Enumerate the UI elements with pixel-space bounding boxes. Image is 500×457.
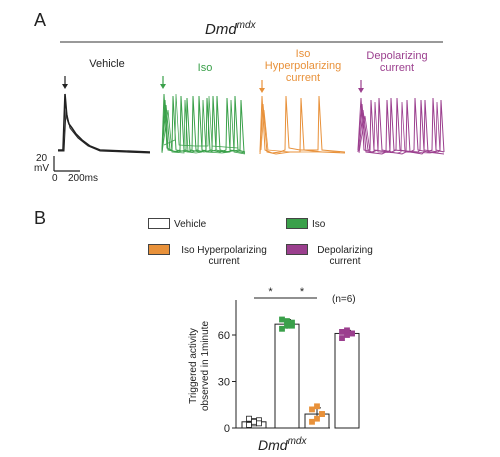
traces-title: Dmdmdx	[205, 20, 256, 38]
y-axis-label: Triggered activityobserved in 1minute	[188, 321, 211, 411]
y-tick-label: 0	[224, 423, 230, 435]
bar	[334, 332, 360, 429]
trace-iso	[161, 93, 246, 155]
bar	[274, 323, 300, 429]
legend-swatch-depolarizing	[286, 244, 308, 255]
data-point	[256, 420, 262, 427]
trace-label-depolarizing: Depolarizing current	[366, 50, 428, 74]
data-point	[284, 318, 290, 324]
trace-depolarizing	[357, 97, 445, 155]
bar-chart: 0 30 60 Triggered activityobserved in 1minu…	[188, 286, 360, 453]
data-point	[284, 322, 290, 329]
legend-swatch-hyperpolarizing	[148, 244, 170, 255]
scale-x-zero: 0	[52, 173, 58, 184]
data-point	[279, 325, 285, 332]
scale-x-value: 200ms	[68, 173, 99, 184]
data-point	[279, 316, 285, 323]
data-point	[289, 322, 295, 329]
legend-label-depolarizing: Depolarizing current	[317, 245, 373, 267]
data-point	[309, 406, 315, 413]
legend-swatch-vehicle	[148, 218, 170, 229]
traces-title-sup: mdx	[236, 20, 256, 31]
trace-label-iso: Iso	[197, 62, 213, 74]
scale-y-value: 20	[36, 153, 48, 164]
panel-label-b: B	[34, 208, 47, 228]
trace-label-hyperpolarizing: Iso Hyperpolarizing current	[264, 48, 342, 84]
x-axis-label: Dmdmdx	[258, 436, 307, 453]
chart-layer: 0 30 60 Triggered activityobserved in 1minu…	[188, 286, 360, 453]
n-label: (n=6)	[332, 294, 356, 305]
y-tick-label: 60	[218, 330, 230, 342]
panel-label-a: A	[34, 10, 47, 30]
scale-y-unit: mV	[34, 163, 49, 174]
data-point	[246, 415, 252, 422]
data-point	[246, 421, 252, 428]
x-axis-label-sup: mdx	[288, 436, 308, 447]
stimulus-arrow-iso	[160, 76, 166, 89]
stimulus-arrow-vehicle	[62, 76, 68, 89]
trace-iso-hyperpolarizing	[259, 95, 346, 155]
data-point	[339, 335, 345, 341]
data-point	[314, 415, 320, 422]
sig-star-1: *	[268, 286, 273, 298]
data-point	[251, 418, 257, 425]
legend-label-iso: Iso	[312, 219, 326, 230]
trace-label-vehicle: Vehicle	[89, 58, 125, 70]
data-point	[344, 327, 350, 334]
scale-bar	[53, 156, 80, 172]
x-axis-label-main: Dmd	[258, 437, 289, 453]
data-point	[309, 418, 315, 425]
data-point	[344, 332, 350, 338]
y-tick-label: 30	[218, 377, 230, 389]
y-axis-label-line1: Triggered activity	[188, 328, 199, 404]
data-point	[349, 330, 355, 337]
traces-title-main: Dmd	[205, 21, 237, 38]
y-axis-label-line2: observed in 1minute	[200, 321, 211, 411]
trace-vehicle	[58, 93, 151, 154]
data-point	[339, 329, 345, 335]
legend-label-vehicle: Vehicle	[174, 219, 207, 230]
sig-star-2: *	[300, 286, 305, 298]
stimulus-arrow-hyperpolarizing	[259, 80, 265, 93]
data-point	[319, 411, 325, 417]
traces-figure	[53, 41, 445, 172]
data-point	[314, 403, 320, 410]
stimulus-arrow-depolarizing	[358, 80, 364, 93]
legend-swatch-iso	[286, 218, 308, 229]
legend-label-hyperpolarizing: Iso Hyperpolarizing current	[181, 245, 267, 267]
